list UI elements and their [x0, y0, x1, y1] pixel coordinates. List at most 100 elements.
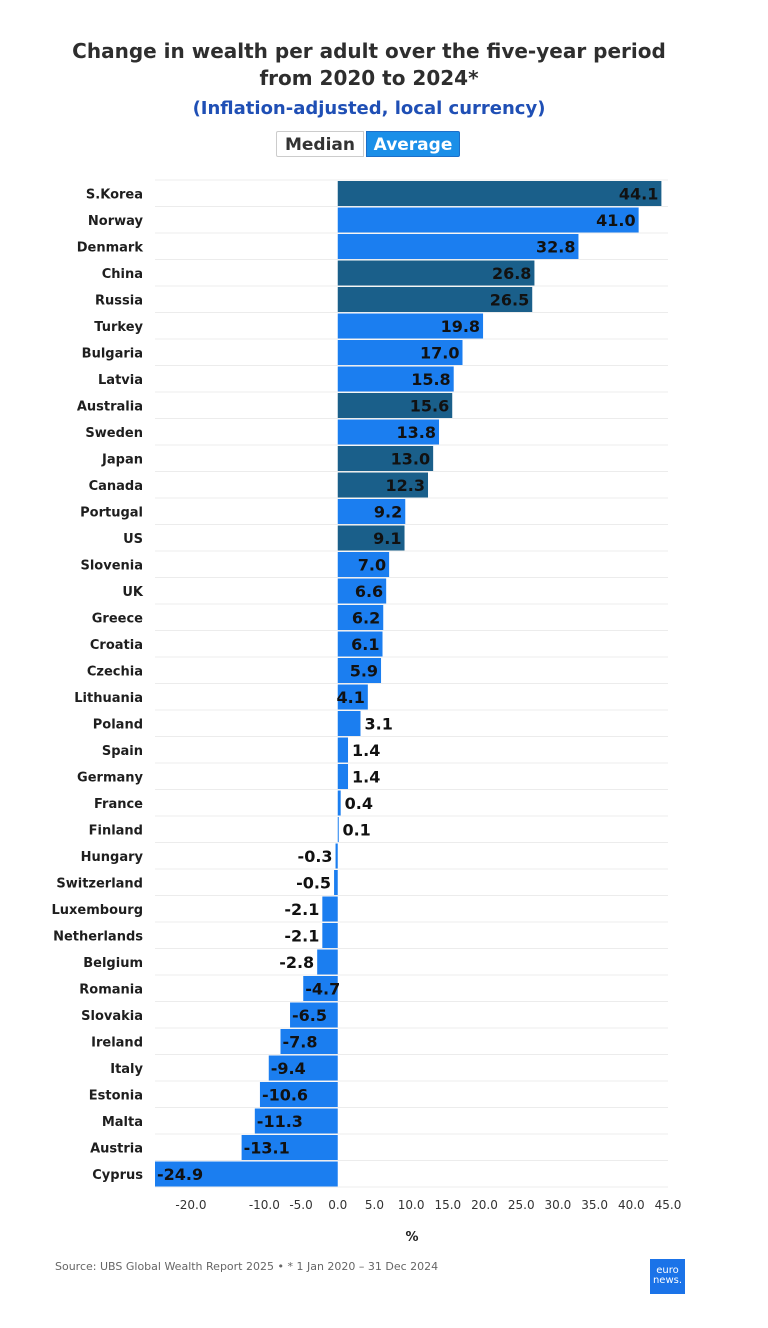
bar-greece — [337, 605, 384, 630]
chart-title: Change in wealth per adult over the five… — [0, 38, 738, 92]
value-label: 3.1 — [364, 715, 392, 734]
value-label: 12.3 — [386, 476, 425, 495]
value-label: 26.5 — [490, 291, 529, 310]
value-label: -2.1 — [284, 900, 319, 919]
value-label: 0.4 — [345, 794, 373, 813]
x-tick-label: 25.0 — [508, 1198, 535, 1212]
value-label: -13.1 — [244, 1139, 290, 1158]
bar-ireland — [280, 1029, 338, 1054]
bar-germany — [337, 764, 349, 789]
x-tick-label: 40.0 — [618, 1198, 645, 1212]
bar-portugal — [337, 499, 406, 524]
value-label: 7.0 — [358, 556, 386, 575]
category-label: France — [94, 797, 143, 812]
category-label: Austria — [90, 1142, 143, 1157]
bar-italy — [268, 1055, 338, 1081]
category-label: Australia — [77, 400, 143, 415]
x-tick-label: 0.0 — [328, 1198, 347, 1212]
x-tick-label: -5.0 — [289, 1198, 312, 1212]
x-tick-label: -10.0 — [249, 1198, 280, 1212]
category-label: Russia — [95, 294, 143, 309]
category-label: Latvia — [98, 373, 143, 388]
category-label: Luxembourg — [52, 903, 144, 918]
bar-denmark — [337, 234, 579, 259]
value-label: 6.1 — [351, 635, 379, 654]
value-label: -2.8 — [279, 953, 314, 972]
value-label: -11.3 — [257, 1112, 303, 1131]
category-label: Sweden — [85, 426, 143, 441]
bar-spain — [337, 737, 349, 763]
value-label: 1.4 — [352, 768, 380, 787]
value-label: -0.3 — [298, 847, 333, 866]
category-label: Turkey — [94, 320, 143, 335]
value-label: 15.6 — [410, 397, 449, 416]
bar-czechia — [337, 658, 382, 683]
bar-croatia — [337, 631, 383, 657]
bar-poland — [337, 711, 361, 736]
bar-netherlands — [322, 923, 338, 948]
bar-malta — [254, 1108, 338, 1134]
bar-japan — [337, 446, 434, 471]
bar-canada — [337, 472, 429, 498]
median-toggle-button[interactable]: Median — [276, 131, 364, 157]
bar-australia — [337, 393, 453, 418]
x-tick-label: 5.0 — [365, 1198, 384, 1212]
x-tick-label: 35.0 — [581, 1198, 608, 1212]
x-tick-label: 45.0 — [655, 1198, 682, 1212]
category-label: Hungary — [81, 850, 144, 865]
category-label: Croatia — [90, 638, 143, 653]
value-label: 9.1 — [373, 529, 401, 548]
value-label: 4.1 — [336, 688, 364, 707]
x-tick-label: 30.0 — [545, 1198, 572, 1212]
category-label: Canada — [89, 479, 143, 494]
category-label: Spain — [102, 744, 143, 759]
average-toggle-button[interactable]: Average — [366, 131, 460, 157]
category-label: Switzerland — [56, 877, 143, 892]
bar-hungary — [335, 843, 338, 869]
value-label: -0.5 — [296, 874, 331, 893]
value-label: 9.2 — [374, 503, 402, 522]
value-label: 19.8 — [441, 317, 480, 336]
bar-turkey — [337, 313, 484, 339]
x-tick-label: 15.0 — [434, 1198, 461, 1212]
category-label: Cyprus — [92, 1168, 143, 1183]
bar-norway — [337, 207, 639, 233]
category-label: Malta — [102, 1115, 143, 1130]
bar-skorea — [337, 181, 662, 206]
bar-belgium — [317, 949, 338, 975]
bar-latvia — [337, 366, 454, 392]
value-label: 6.2 — [352, 609, 380, 628]
bar-france — [337, 790, 341, 816]
bar-slovakia — [290, 1002, 338, 1028]
x-tick-label: -20.0 — [175, 1198, 206, 1212]
category-label: Finland — [89, 824, 143, 839]
category-label: Norway — [88, 214, 144, 229]
value-label: 44.1 — [619, 185, 658, 204]
category-label: Poland — [93, 718, 143, 733]
bar-russia — [337, 287, 533, 312]
category-label: Portugal — [80, 506, 143, 521]
value-label: 32.8 — [536, 238, 575, 257]
category-label: Germany — [77, 771, 143, 786]
category-label: Denmark — [77, 241, 144, 256]
value-label: 0.1 — [342, 821, 370, 840]
bar-china — [337, 260, 535, 286]
value-label: -4.7 — [305, 980, 340, 999]
x-tick-label: 10.0 — [398, 1198, 425, 1212]
bar-bulgaria — [337, 340, 463, 365]
value-label: -24.9 — [157, 1165, 203, 1184]
category-label: China — [102, 267, 143, 282]
chart-title-line2: from 2020 to 2024* — [259, 66, 479, 90]
bar-austria — [241, 1135, 338, 1160]
category-label: Belgium — [83, 956, 143, 971]
category-label: US — [123, 532, 143, 547]
bar-cyprus — [155, 1161, 338, 1187]
value-label: 41.0 — [596, 211, 635, 230]
category-label: Estonia — [89, 1089, 143, 1104]
category-label: Bulgaria — [82, 347, 143, 362]
source-note: Source: UBS Global Wealth Report 2025 • … — [55, 1260, 439, 1273]
category-label: Ireland — [91, 1036, 143, 1051]
bar-romania — [303, 976, 338, 1001]
category-label: S.Korea — [86, 188, 143, 203]
value-label: -2.1 — [284, 927, 319, 946]
